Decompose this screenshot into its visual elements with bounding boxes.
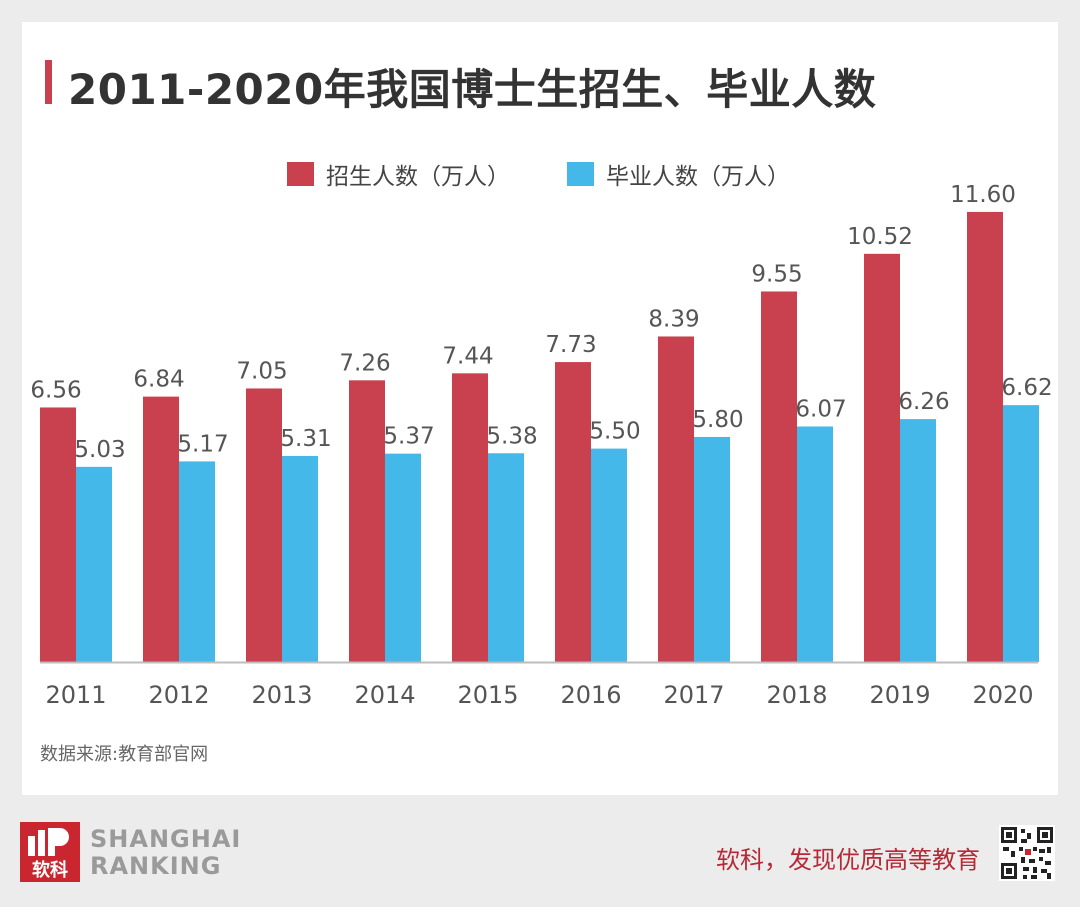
logo-text: 软科 [32, 859, 68, 881]
legend-swatch-graduation [567, 162, 594, 186]
bar-enrollment-2011 [40, 407, 76, 662]
title-accent-bar [45, 60, 52, 104]
label-graduation-2014: 5.37 [383, 424, 434, 450]
legend-item-enrollment: 招生人数（万人） [287, 160, 510, 190]
brand-slogan: 软科，发现优质高等教育 [716, 846, 980, 874]
x-tick-2018: 2018 [766, 681, 827, 709]
label-enrollment-2013: 7.05 [236, 358, 287, 384]
legend-label-enrollment: 招生人数（万人） [326, 164, 510, 190]
brand-name-line2: RANKING [90, 852, 222, 880]
label-graduation-2015: 5.38 [486, 423, 537, 449]
bar-enrollment-2015 [452, 373, 488, 662]
bar-graduation-2019 [900, 419, 936, 662]
label-enrollment-2020: 11.60 [950, 182, 1016, 208]
bar-enrollment-2016 [555, 362, 591, 662]
bar-graduation-2018 [797, 426, 833, 662]
label-enrollment-2018: 9.55 [751, 261, 802, 287]
label-graduation-2011: 5.03 [74, 437, 125, 463]
label-enrollment-2017: 8.39 [648, 306, 699, 332]
label-graduation-2018: 6.07 [795, 396, 846, 422]
shanghai-ranking-logo: 软科 [20, 822, 80, 882]
label-enrollment-2012: 6.84 [133, 367, 184, 393]
x-tick-2017: 2017 [663, 681, 724, 709]
label-graduation-2012: 5.17 [177, 431, 228, 457]
bar-enrollment-2013 [246, 388, 282, 662]
bar-enrollment-2017 [658, 336, 694, 662]
x-tick-2014: 2014 [354, 681, 415, 709]
bar-graduation-2017 [694, 436, 730, 662]
label-enrollment-2011: 6.56 [30, 377, 81, 403]
x-tick-2015: 2015 [457, 681, 518, 709]
x-tick-2011: 2011 [45, 681, 106, 709]
bar-enrollment-2014 [349, 380, 385, 662]
legend-item-graduation: 毕业人数（万人） [567, 160, 790, 190]
brand-name-line1: SHANGHAI [90, 825, 242, 853]
bar-enrollment-2019 [864, 253, 900, 662]
label-graduation-2020: 6.62 [1001, 375, 1052, 401]
bar-graduation-2011 [76, 466, 112, 662]
legend-label-graduation: 毕业人数（万人） [606, 164, 790, 190]
bar-graduation-2020 [1003, 405, 1039, 662]
label-enrollment-2019: 10.52 [847, 224, 913, 250]
bar-graduation-2012 [179, 461, 215, 662]
label-graduation-2013: 5.31 [280, 426, 331, 452]
data-source: 数据来源:教育部官网 [40, 744, 209, 765]
label-enrollment-2014: 7.26 [339, 350, 390, 376]
label-graduation-2016: 5.50 [589, 419, 640, 445]
label-graduation-2017: 5.80 [692, 407, 743, 433]
label-graduation-2019: 6.26 [898, 389, 949, 415]
qr-code-icon [999, 825, 1055, 881]
x-tick-2016: 2016 [560, 681, 621, 709]
brand-name: SHANGHAI RANKING [90, 826, 241, 880]
bar-graduation-2013 [282, 455, 318, 662]
chart-title: 2011-2020年我国博士生招生、毕业人数 [68, 65, 877, 114]
x-tick-2013: 2013 [251, 681, 312, 709]
label-enrollment-2015: 7.44 [442, 343, 493, 369]
x-tick-2019: 2019 [869, 681, 930, 709]
x-tick-2012: 2012 [148, 681, 209, 709]
bar-graduation-2016 [591, 448, 627, 662]
bar-enrollment-2020 [967, 211, 1003, 663]
label-enrollment-2016: 7.73 [545, 332, 596, 358]
x-tick-2020: 2020 [972, 681, 1033, 709]
bar-graduation-2015 [488, 453, 524, 662]
legend-swatch-enrollment [287, 162, 314, 186]
bar-enrollment-2018 [761, 291, 797, 662]
bar-enrollment-2012 [143, 396, 179, 662]
bar-graduation-2014 [385, 453, 421, 662]
